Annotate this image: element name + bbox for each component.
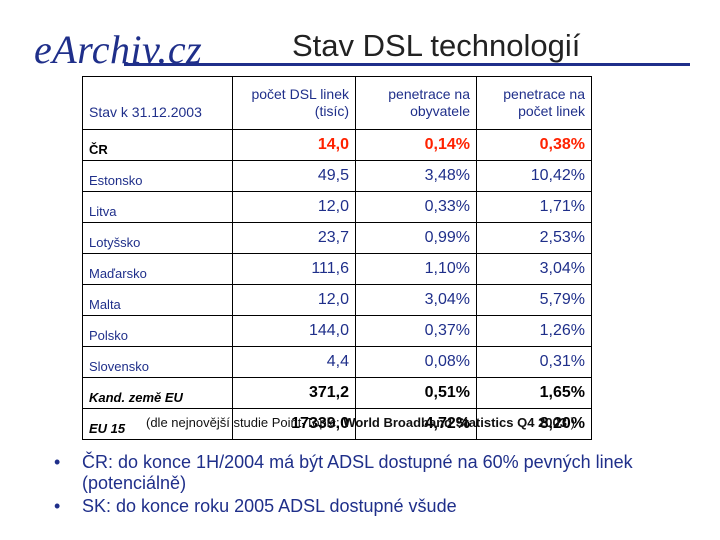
lines-cell: 12,0 — [232, 191, 356, 223]
lines-cell: 17339,0 — [232, 408, 356, 440]
table-row: Malta 12,0 3,04% 5,79% — [82, 284, 592, 316]
bullet-list: • ČR: do konce 1H/2004 má být ADSL dostup… — [52, 452, 682, 519]
pop-cell: 0,51% — [355, 377, 477, 409]
table-row: Litva 12,0 0,33% 1,71% — [82, 191, 592, 223]
pop-cell: 3,04% — [355, 284, 477, 316]
table-row: Estonsko 49,5 3,48% 10,42% — [82, 160, 592, 192]
pop-cell: 0,08% — [355, 346, 477, 378]
per-line-cell: 0,38% — [476, 129, 592, 161]
bullet-text: SK: do konce roku 2005 ADSL dostupné všu… — [82, 496, 457, 516]
title-underline — [124, 63, 690, 66]
country-cell: Estonsko — [82, 160, 233, 192]
header-lines: počet DSL linek (tisíc) — [232, 76, 356, 130]
country-cell: ČR — [82, 129, 233, 161]
table-row: Maďarsko 111,6 1,10% 3,04% — [82, 253, 592, 285]
country-cell: Malta — [82, 284, 233, 316]
country-cell: Lotyšsko — [82, 222, 233, 254]
per-line-cell: 8,20% — [476, 408, 592, 440]
table-row: Lotyšsko 23,7 0,99% 2,53% — [82, 222, 592, 254]
table-row: EU 15 17339,0 4,72% 8,20% — [82, 408, 592, 440]
bullet-text: ČR: do konce 1H/2004 má být ADSL dostupn… — [82, 452, 633, 493]
lines-cell: 4,4 — [232, 346, 356, 378]
per-line-cell: 2,53% — [476, 222, 592, 254]
page-title: Stav DSL technologií — [292, 28, 581, 63]
header-per-line: penetrace na počet linek — [476, 76, 592, 130]
per-line-cell: 3,04% — [476, 253, 592, 285]
table-row: Slovensko 4,4 0,08% 0,31% — [82, 346, 592, 378]
per-line-cell: 10,42% — [476, 160, 592, 192]
country-cell: Maďarsko — [82, 253, 233, 285]
per-line-cell: 1,65% — [476, 377, 592, 409]
per-line-cell: 1,26% — [476, 315, 592, 347]
pop-cell: 0,37% — [355, 315, 477, 347]
source-title: World Broadband Statistics Q4 2003 — [343, 415, 567, 430]
pop-cell: 3,48% — [355, 160, 477, 192]
header-date: Stav k 31.12.2003 — [82, 76, 233, 130]
per-line-cell: 0,31% — [476, 346, 592, 378]
lines-cell: 23,7 — [232, 222, 356, 254]
table-row: Polsko 144,0 0,37% 1,26% — [82, 315, 592, 347]
lines-cell: 12,0 — [232, 284, 356, 316]
list-item: • ČR: do konce 1H/2004 má být ADSL dostup… — [52, 452, 682, 494]
source-note: (dle nejnovější studie Point-Topic: Worl… — [146, 415, 575, 430]
country-cell: Litva — [82, 191, 233, 223]
dsl-table: Stav k 31.12.2003 počet DSL linek (tisíc… — [82, 76, 592, 440]
list-item: • SK: do konce roku 2005 ADSL dostupné vš… — [52, 496, 682, 517]
country-cell: Kand. země EU — [82, 377, 233, 409]
table-row: ČR 14,0 0,14% 0,38% — [82, 129, 592, 161]
lines-cell: 144,0 — [232, 315, 356, 347]
pop-cell: 0,14% — [355, 129, 477, 161]
lines-cell: 49,5 — [232, 160, 356, 192]
pop-cell: 1,10% — [355, 253, 477, 285]
table-row: Kand. země EU 371,2 0,51% 1,65% — [82, 377, 592, 409]
pop-cell: 4,72% — [355, 408, 477, 440]
header-pop: penetrace na obyvatele — [355, 76, 477, 130]
pop-cell: 0,99% — [355, 222, 477, 254]
source-suffix: ) — [567, 415, 575, 430]
pop-cell: 0,33% — [355, 191, 477, 223]
country-cell: EU 15 — [82, 408, 233, 440]
bullet-icon: • — [54, 452, 61, 472]
lines-cell: 371,2 — [232, 377, 356, 409]
country-cell: Slovensko — [82, 346, 233, 378]
per-line-cell: 5,79% — [476, 284, 592, 316]
per-line-cell: 1,71% — [476, 191, 592, 223]
lines-cell: 14,0 — [232, 129, 356, 161]
lines-cell: 111,6 — [232, 253, 356, 285]
table-header-row: Stav k 31.12.2003 počet DSL linek (tisíc… — [82, 76, 592, 130]
bullet-icon: • — [54, 496, 61, 516]
country-cell: Polsko — [82, 315, 233, 347]
source-prefix: (dle nejnovější studie Point-Topic: — [146, 415, 344, 430]
